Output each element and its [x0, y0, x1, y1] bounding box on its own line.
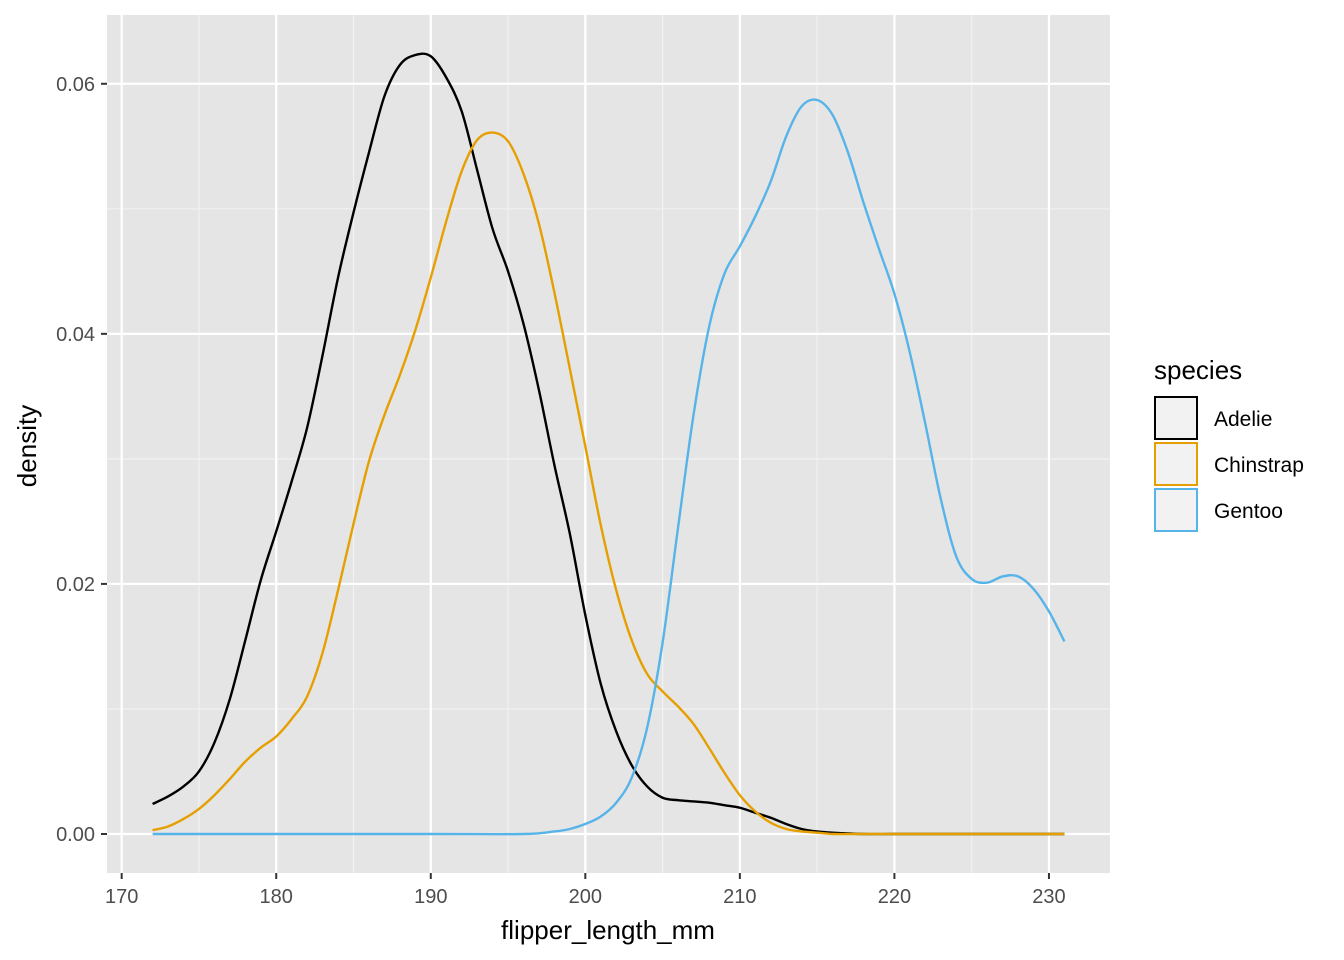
series-line-gentoo	[152, 98, 1066, 836]
x-tick-label: 170	[105, 886, 138, 908]
y-tick-label: 0.02	[56, 574, 95, 596]
x-tick-label: 180	[260, 886, 293, 908]
x-tick-label: 230	[1032, 886, 1065, 908]
axes: 170 180 190 200 210 220 230 0.00 0.02 0.04 0.06	[56, 74, 1066, 908]
legend-label-adelie: Adelie	[1214, 408, 1272, 431]
x-axis-title: flipper_length_mm	[501, 915, 715, 945]
legend-key-gentoo	[1154, 488, 1198, 532]
legend-key-chinstrap	[1154, 442, 1198, 486]
y-axis-title: density	[12, 405, 42, 487]
x-tick-label: 210	[723, 886, 756, 908]
legend: species Adelie Chinstrap Gentoo	[1154, 355, 1304, 532]
panel-background	[107, 15, 1110, 873]
series-line-adelie	[152, 52, 1065, 836]
density-curves	[152, 52, 1066, 836]
series-line-chinstrap	[152, 131, 1065, 836]
x-tick-label: 190	[414, 886, 447, 908]
legend-title: species	[1154, 355, 1242, 385]
x-tick-label: 200	[569, 886, 602, 908]
y-tick-label: 0.04	[56, 324, 95, 346]
x-tick-label: 220	[878, 886, 911, 908]
legend-label-chinstrap: Chinstrap	[1214, 454, 1304, 477]
legend-label-gentoo: Gentoo	[1214, 500, 1283, 523]
y-tick-label: 0.06	[56, 74, 95, 96]
y-tick-label: 0.00	[56, 824, 95, 846]
legend-key-adelie	[1154, 396, 1198, 440]
